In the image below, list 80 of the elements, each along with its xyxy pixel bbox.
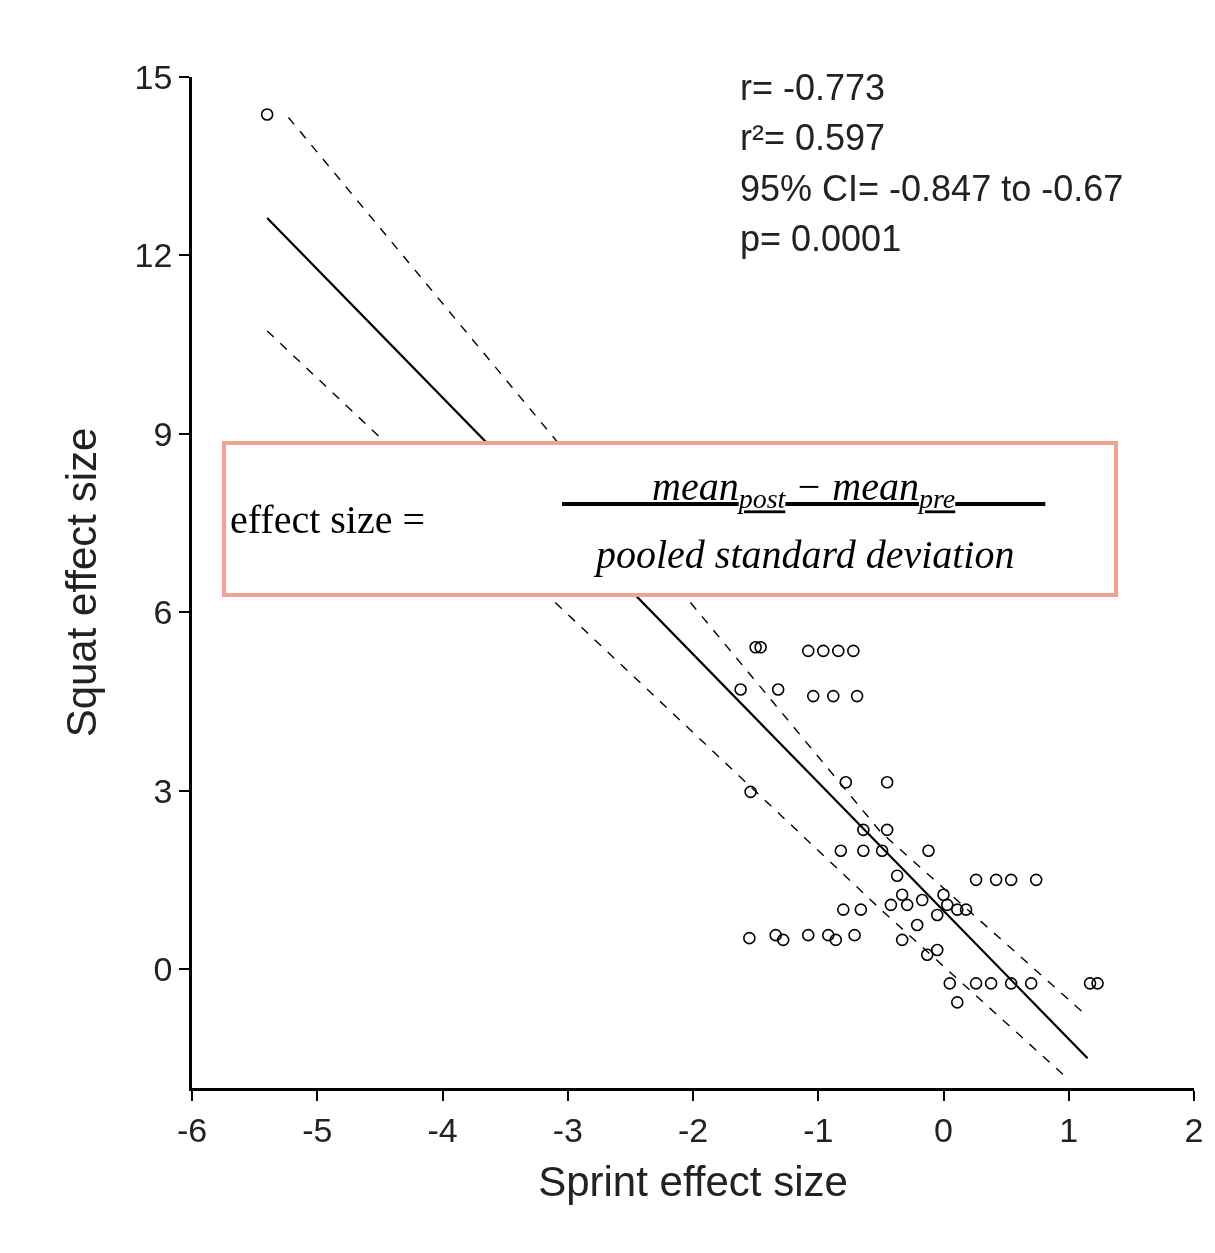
point bbox=[930, 908, 944, 922]
x-axis-title: Sprint effect size bbox=[538, 1158, 848, 1206]
point bbox=[915, 893, 929, 907]
point bbox=[1024, 977, 1038, 990]
x-tick-label: 1 bbox=[1059, 1110, 1079, 1149]
point bbox=[959, 903, 973, 916]
point bbox=[969, 873, 983, 887]
point bbox=[884, 898, 898, 912]
point bbox=[821, 928, 835, 942]
point bbox=[969, 977, 983, 990]
point bbox=[950, 996, 964, 1009]
point bbox=[984, 977, 998, 990]
point bbox=[744, 785, 757, 799]
point bbox=[1091, 977, 1104, 990]
annotation: effect size = bbox=[230, 496, 426, 542]
point bbox=[920, 948, 934, 962]
point bbox=[937, 888, 950, 902]
annotation: r²= 0.597 bbox=[740, 117, 886, 158]
y-tick-label: 3 bbox=[153, 771, 173, 810]
point bbox=[826, 689, 840, 703]
point bbox=[1004, 977, 1018, 990]
point bbox=[900, 898, 914, 912]
point bbox=[848, 928, 861, 942]
point bbox=[850, 689, 864, 703]
y-tick-label: 12 bbox=[134, 236, 173, 275]
point bbox=[895, 933, 909, 947]
point bbox=[776, 933, 790, 947]
point bbox=[816, 644, 830, 658]
point bbox=[749, 641, 762, 654]
y-tick-label: 0 bbox=[153, 949, 173, 988]
annotation: r= -0.773 bbox=[740, 67, 886, 108]
point bbox=[839, 776, 853, 789]
x-tick-label: 0 bbox=[934, 1110, 953, 1149]
point bbox=[989, 873, 1003, 887]
point bbox=[260, 108, 274, 121]
point bbox=[801, 928, 815, 942]
y-tick-label: 15 bbox=[134, 57, 173, 96]
point bbox=[943, 977, 957, 990]
x-tick-label: -6 bbox=[176, 1110, 208, 1149]
point bbox=[743, 931, 756, 945]
point bbox=[1083, 977, 1097, 990]
point bbox=[857, 844, 870, 858]
x-tick-label: -1 bbox=[803, 1110, 834, 1149]
point bbox=[829, 933, 843, 947]
point bbox=[895, 888, 909, 902]
y-tick-label: 9 bbox=[153, 414, 173, 453]
point bbox=[806, 689, 820, 703]
point bbox=[857, 823, 870, 837]
x-tick-label: -3 bbox=[552, 1110, 583, 1149]
y-tick-label: 6 bbox=[153, 593, 173, 632]
point bbox=[837, 903, 850, 916]
point bbox=[940, 898, 954, 912]
point bbox=[771, 683, 785, 696]
point bbox=[880, 776, 894, 789]
x-tick-label: -2 bbox=[677, 1110, 709, 1149]
x-tick-label: -5 bbox=[302, 1110, 333, 1149]
point bbox=[890, 869, 904, 882]
annotation: mean$_{post}$ − mean$_{pre}$ bbox=[562, 464, 1046, 515]
y-axis-title: Squat effect size bbox=[58, 427, 106, 738]
point bbox=[880, 823, 894, 837]
x-tick-label: 2 bbox=[1184, 1110, 1204, 1149]
point bbox=[950, 903, 964, 916]
point bbox=[754, 641, 767, 654]
point bbox=[1004, 873, 1018, 887]
point bbox=[734, 683, 747, 696]
x-tick-label: -4 bbox=[427, 1110, 458, 1149]
point bbox=[834, 844, 848, 858]
annotation: 95% CI= -0.847 to -0.67 bbox=[740, 168, 1124, 209]
point bbox=[910, 918, 924, 932]
point bbox=[854, 903, 868, 916]
point bbox=[875, 844, 889, 858]
point bbox=[1029, 873, 1043, 887]
annotation: p= 0.0001 bbox=[740, 218, 902, 259]
point bbox=[922, 844, 935, 858]
point bbox=[801, 644, 815, 658]
annotation: pooled standard deviation bbox=[593, 532, 1015, 577]
point bbox=[930, 943, 944, 957]
point bbox=[769, 928, 782, 942]
point bbox=[847, 644, 860, 658]
point bbox=[831, 644, 845, 658]
